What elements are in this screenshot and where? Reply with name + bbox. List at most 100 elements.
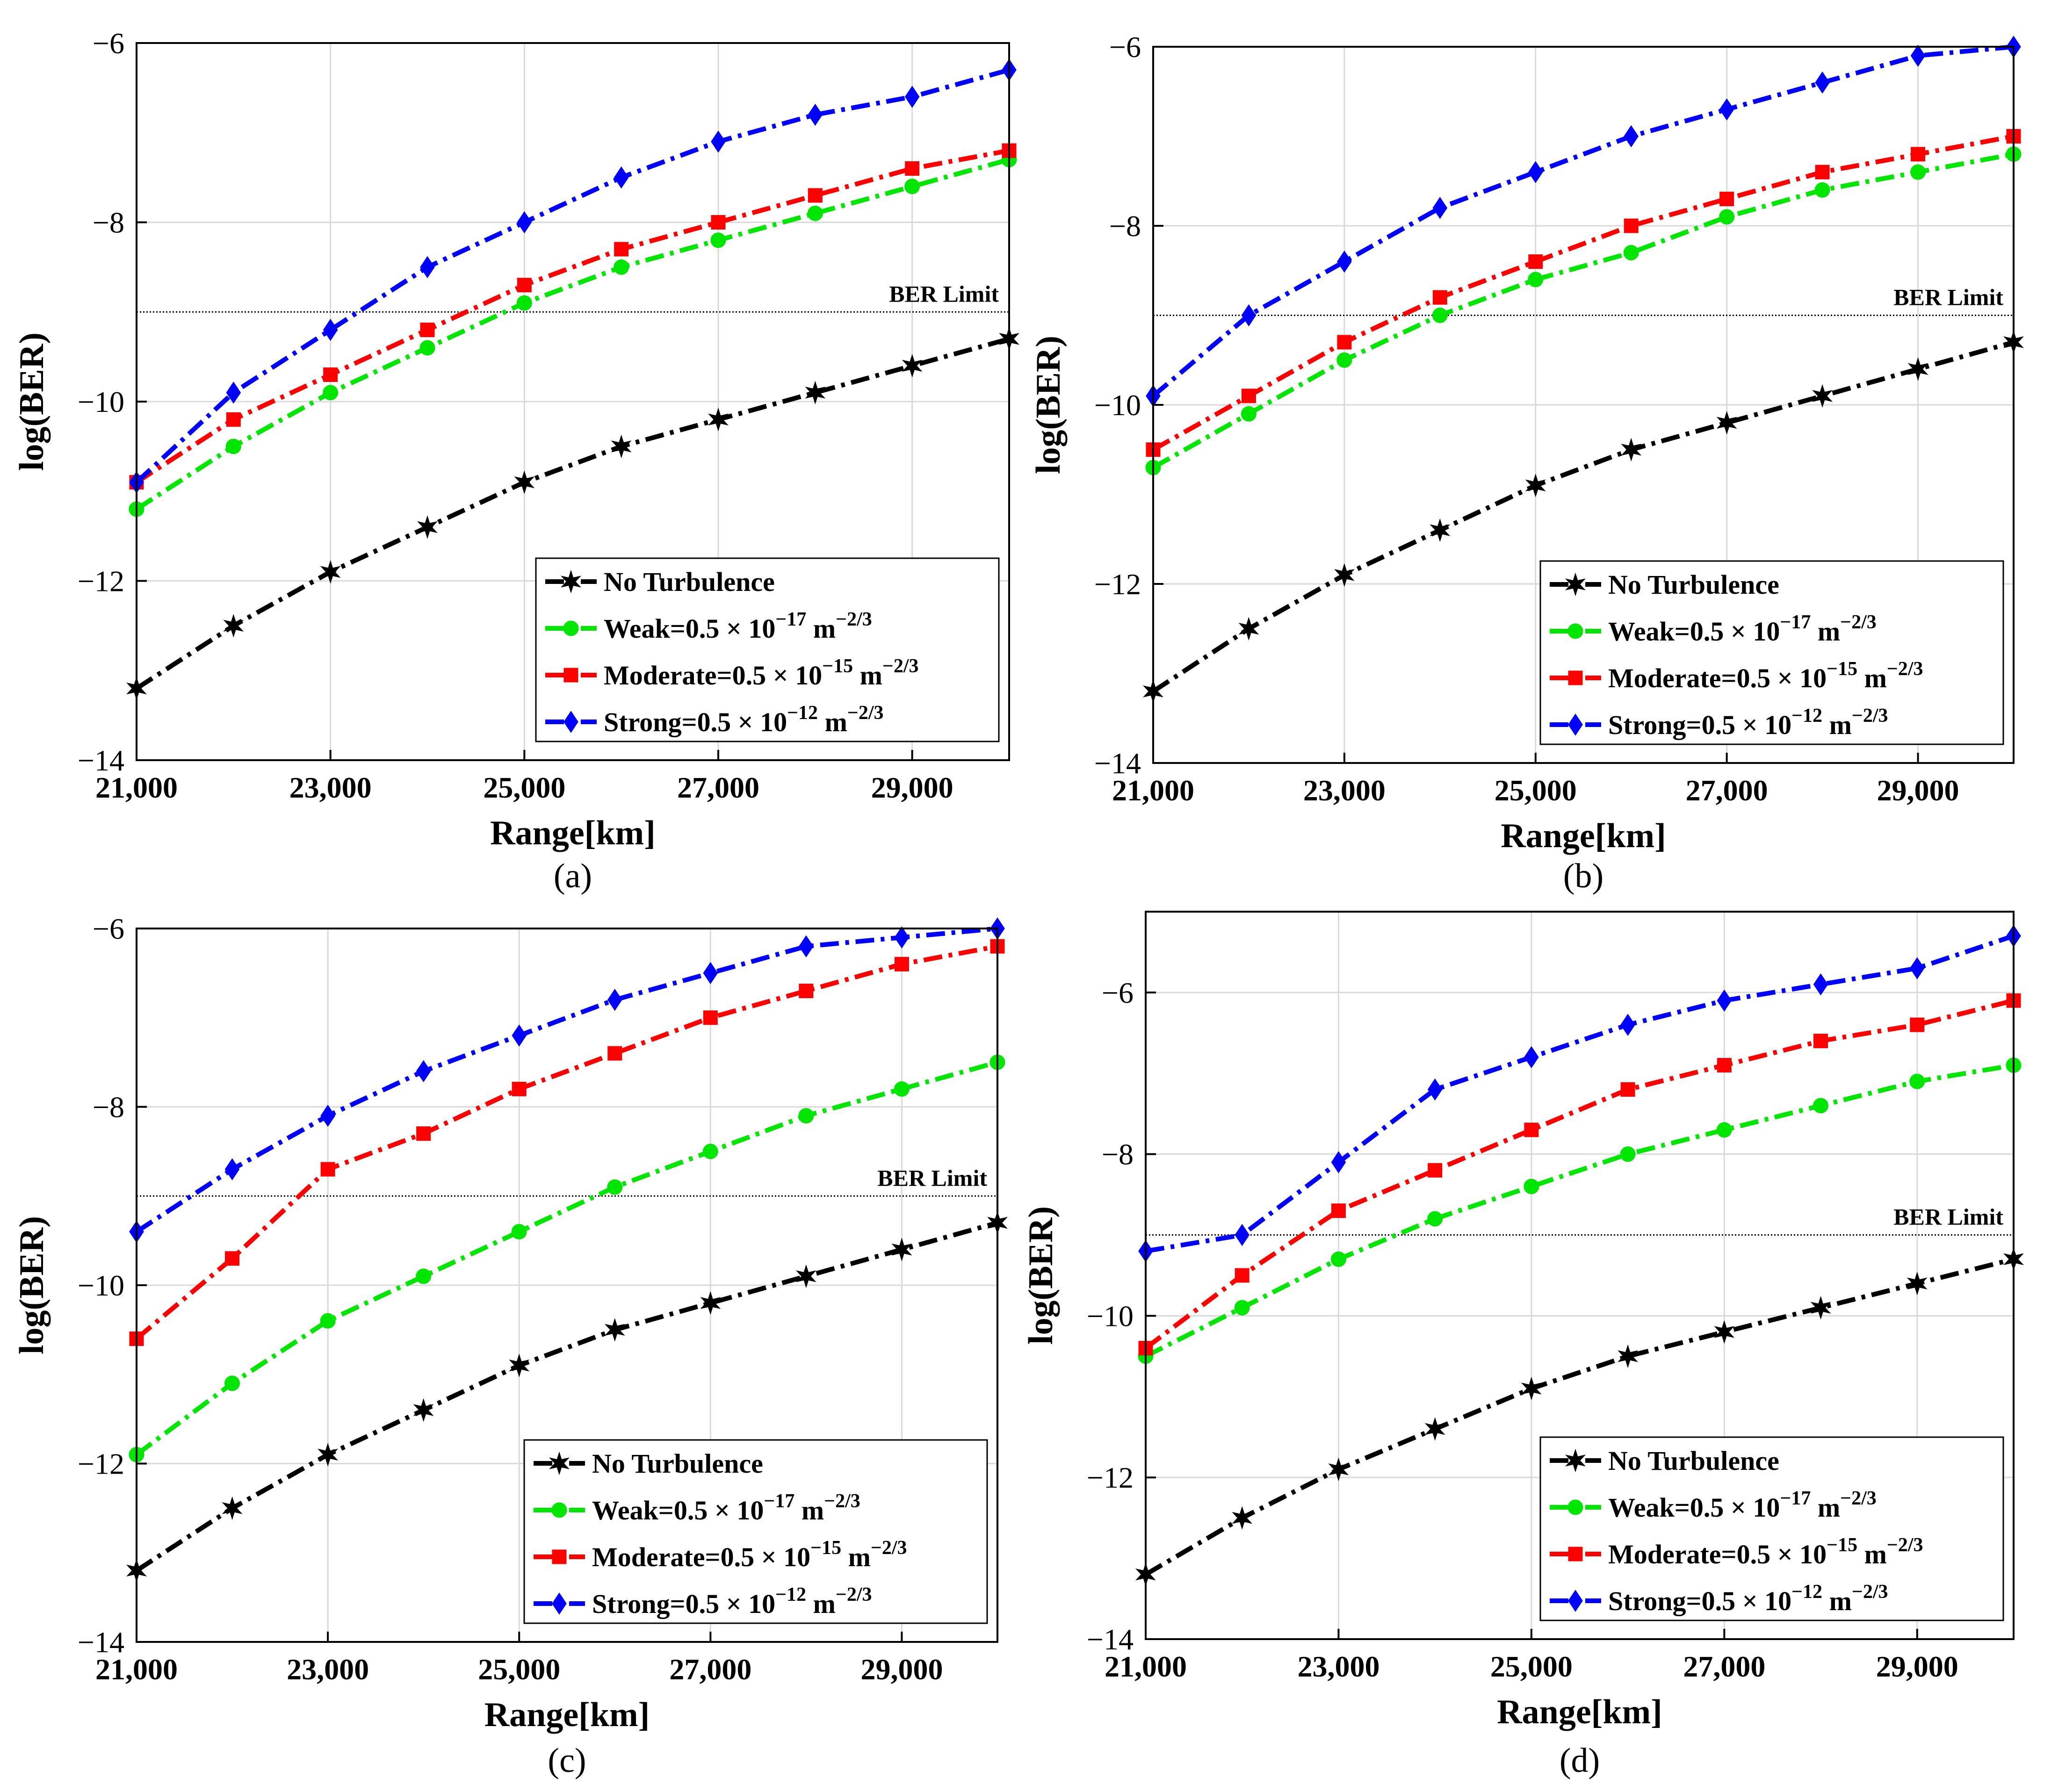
x-tick-label: 27,000 [1683,1650,1765,1683]
legend-marker-no_turbulence [549,1451,570,1475]
data-point-no_turbulence [795,1264,816,1288]
data-point-weak [607,1179,623,1195]
data-point-no_turbulence [805,381,826,405]
data-point-weak [1427,1211,1443,1227]
data-point-weak [516,295,532,311]
data-point-moderate [1911,147,1926,162]
x-tick-label: 27,000 [677,771,759,804]
y-tick-label: −6 [93,912,124,945]
data-point-strong [1910,44,1926,67]
data-point-strong [420,256,435,279]
series-line-strong [135,926,998,1234]
data-point-moderate [517,278,532,293]
data-point-weak [1623,245,1639,260]
y-tick-label: −14 [1087,1623,1134,1656]
data-point-moderate [1235,1268,1249,1283]
data-point-strong [1528,161,1543,183]
y-tick-label: −6 [1102,976,1134,1009]
y-tick-label: −12 [1094,568,1141,601]
legend: No Turbulence Weak=0.5 × 10−17 m−2/3 Moder… [1539,1436,2004,1621]
data-point-no_turbulence [417,515,438,539]
data-point-no_turbulence [223,614,244,638]
data-point-no_turbulence [902,353,923,378]
data-point-moderate [1432,290,1447,305]
data-point-strong [1337,250,1352,273]
data-point-no_turbulence [1618,1344,1639,1368]
data-point-weak [1620,1146,1636,1162]
data-point-weak [1432,308,1448,323]
x-tick-label: 21,000 [95,1653,178,1686]
data-point-weak [1813,1098,1829,1114]
data-point-strong [1909,957,1925,979]
x-tick-label: 29,000 [871,771,953,804]
data-point-strong [904,86,920,108]
data-point-weak [419,340,435,356]
data-point-moderate [1813,1034,1828,1049]
series-line-no_turbulence [1152,340,2015,693]
data-point-moderate [320,1162,335,1177]
data-point-weak [1524,1179,1539,1195]
y-tick-label: −10 [1094,389,1141,422]
series-line-weak [1144,1063,2014,1359]
axes-box [1145,911,2015,1640]
data-point-weak [904,179,920,194]
series-line-no_turbulence [135,1220,998,1573]
legend-box [1539,560,2004,745]
data-point-no_turbulence [604,1318,625,1342]
data-point-weak [1241,406,1257,422]
data-point-weak [320,1313,336,1329]
data-point-strong [1717,989,1732,1012]
data-point-no_turbulence [1810,1295,1831,1320]
legend: No Turbulence Weak=0.5 × 10−17 m−2/3 Moder… [535,557,1000,742]
data-point-no_turbulence [514,470,535,494]
x-axis-label: Range[km] [1497,1693,1662,1731]
data-point-strong [1524,1046,1539,1068]
data-point-weak [511,1224,527,1240]
legend-marker-weak [1567,623,1583,639]
y-tick-label: −6 [1109,30,1141,64]
data-point-no_turbulence [320,560,341,584]
y-tick-label: −8 [93,206,124,239]
data-point-moderate [420,323,435,338]
legend-entry-strong: Strong=0.5 × 10−12 m−2/3 [1608,705,1888,740]
data-point-strong [416,1060,431,1082]
y-axis-label: log(BER) [13,332,51,471]
x-tick-label: 29,000 [1876,1650,1958,1683]
ber-limit-label: BER Limit [1893,284,2003,310]
chart-panel-4: BER Limit 21,000 23,000 25,000 27,000 29,000 −… [1022,911,2024,1780]
data-point-moderate [323,367,338,382]
data-point-moderate [1717,1058,1732,1072]
data-point-no_turbulence [1907,1271,1928,1295]
data-point-weak [807,205,823,221]
y-tick-label: −12 [78,1447,124,1481]
x-tick-label: 25,000 [483,771,565,804]
data-point-strong [1331,1151,1346,1173]
legend: No Turbulence Weak=0.5 × 10−17 m−2/3 Moder… [1539,560,2004,745]
chart-panel-2: BER Limit 21,000 23,000 25,000 27,000 29,000 −… [1029,30,2024,895]
data-point-no_turbulence [1328,1457,1349,1482]
data-point-no_turbulence [1238,617,1259,641]
series-line-strong [1151,44,2014,398]
data-point-strong [1427,1078,1443,1101]
legend-entry-no_turbulence: No Turbulence [592,1448,763,1479]
data-point-strong [1719,98,1734,121]
legend-entry-no_turbulence: No Turbulence [604,567,775,597]
y-tick-label: −14 [1094,747,1141,780]
chart-panel-3: BER Limit 21,000 23,000 25,000 27,000 29,000 −… [13,912,1008,1780]
data-point-moderate [607,1046,622,1061]
x-tick-label: 25,000 [1490,1650,1573,1683]
series-line-moderate [135,148,1010,484]
x-tick-label: 23,000 [289,771,372,804]
data-point-strong [1235,1223,1250,1246]
legend-marker-strong [1568,1590,1583,1612]
x-tick-label: 27,000 [1686,774,1768,807]
legend-marker-no_turbulence [1565,572,1586,597]
data-point-weak [798,1108,814,1124]
data-point-weak [224,1375,240,1391]
data-point-moderate [614,242,629,257]
data-point-moderate [1815,165,1830,180]
legend-box [1539,1436,2004,1621]
legend-box [523,1439,988,1624]
data-point-moderate [1528,254,1543,269]
x-tick-label: 23,000 [1303,774,1386,807]
